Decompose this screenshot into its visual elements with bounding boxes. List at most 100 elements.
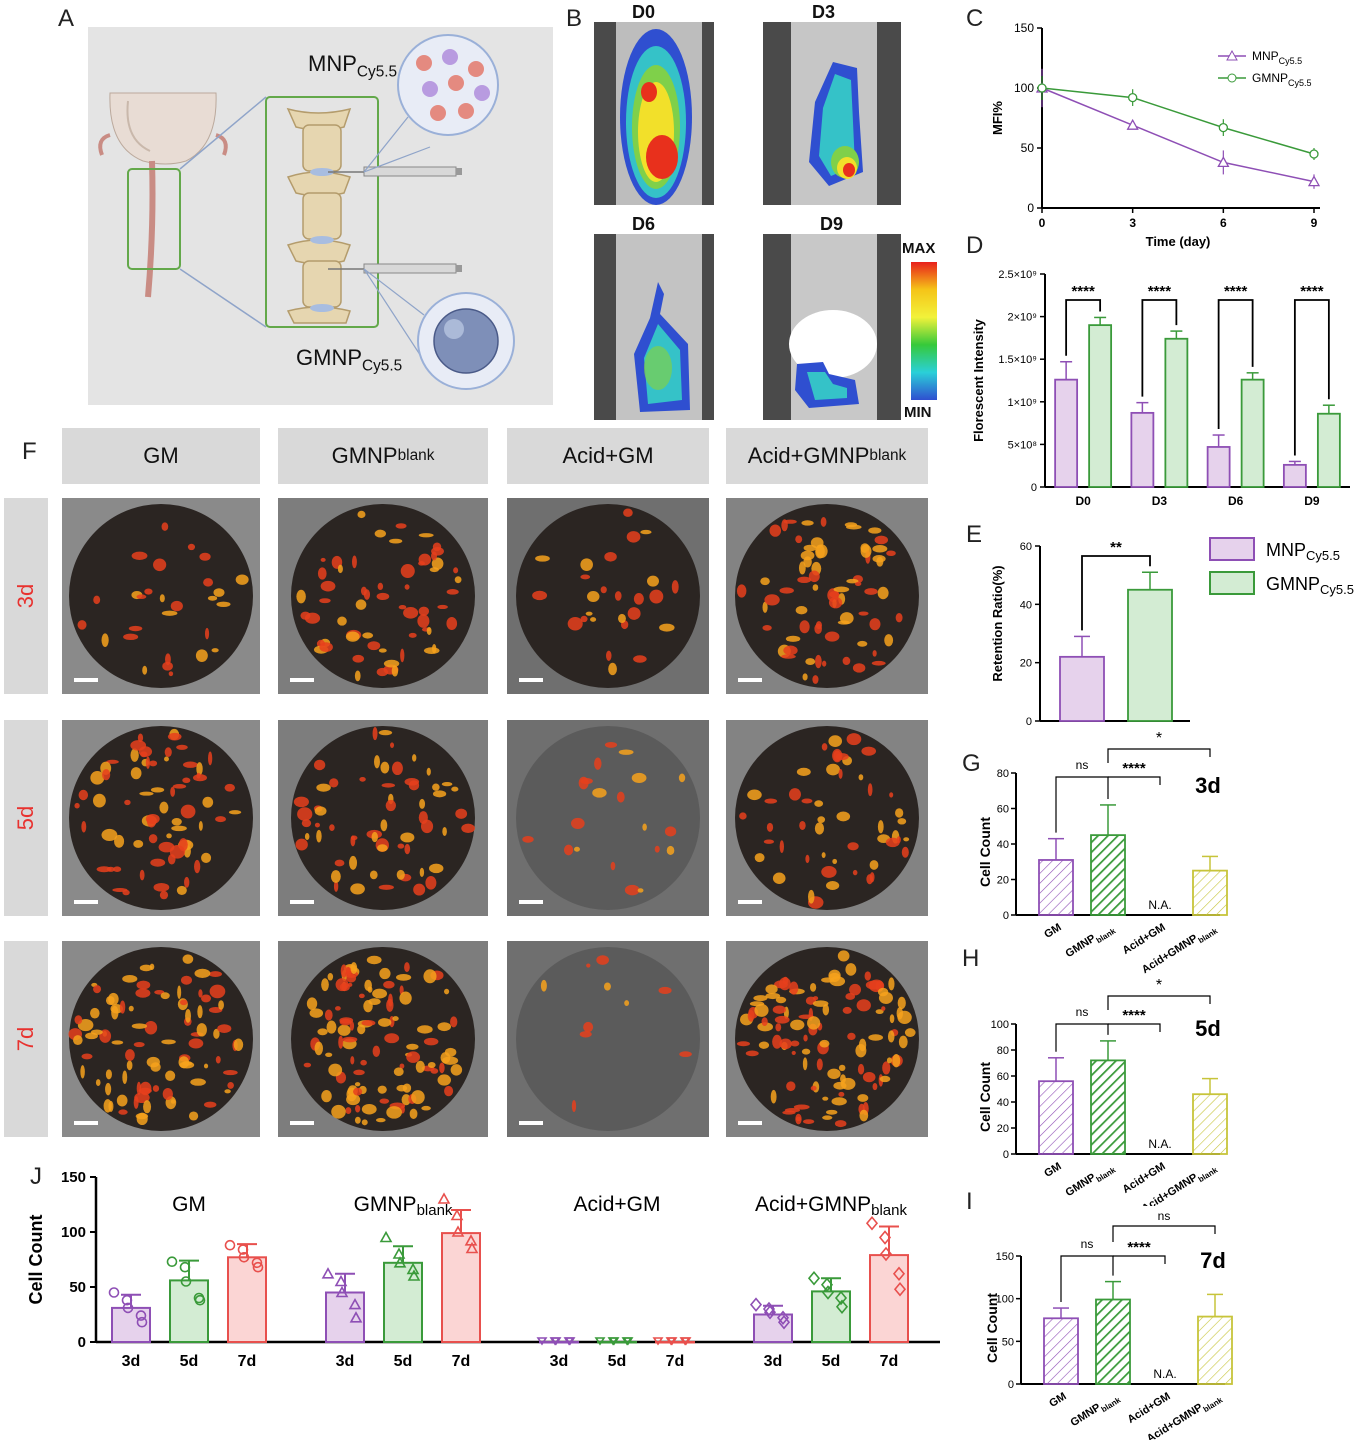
h-x-tick-label: Acid+GM — [1121, 1160, 1168, 1196]
panel-letter-j: J — [30, 1163, 42, 1190]
scale-bar — [74, 900, 98, 904]
ivis-tile-d0 — [594, 22, 714, 205]
mnp-particles-illustration — [416, 49, 490, 121]
h-na-label: N.A. — [1148, 1137, 1171, 1151]
schematic-mnp-label: MNPCy5.5 — [308, 51, 398, 81]
d-y-tick-label: 1×10⁹ — [1008, 397, 1038, 409]
j-bar-g1-d1 — [383, 1261, 423, 1343]
j-point — [334, 1274, 348, 1287]
rat-tail-illustration — [145, 160, 156, 298]
c-y-tick-label: 150 — [1014, 21, 1034, 35]
d-sig-label: **** — [1300, 283, 1324, 300]
c-series-line-0 — [1041, 87, 1315, 183]
schematic-panel: MNPCy5.5 GMNPCy5.5 — [88, 27, 553, 405]
c-legend-marker — [1226, 49, 1238, 61]
g-x-tick-label: GM — [1042, 921, 1063, 941]
i-y-tick-label: 150 — [996, 1251, 1014, 1263]
j-bar-g2-d0 — [539, 1341, 579, 1344]
micro-row-label-7d: 7d — [4, 941, 48, 1137]
e-y-tick-label: 40 — [1020, 599, 1032, 611]
d-bar-1 — [1088, 324, 1113, 488]
e-y-axis-label: Retention Ratio(%) — [990, 565, 1005, 681]
h-bar-0 — [1038, 1080, 1074, 1155]
j-group-title: GM — [172, 1193, 206, 1216]
h-day-label: 5d — [1195, 1016, 1221, 1041]
micro-col-header-gmnp-blank: GMNP blank — [278, 428, 488, 484]
d-y-tick-label: 2.5×10⁹ — [998, 269, 1037, 281]
j-point — [749, 1297, 763, 1312]
j-point — [564, 1337, 576, 1346]
chart-e-retention-bar: 0 20 40 60 Retention Ratio(%) ** MNPCy5.5 GMNPC… — [990, 537, 1354, 728]
j-point — [834, 1290, 848, 1306]
j-point — [536, 1337, 548, 1346]
i-bracket-stars — [1113, 1255, 1166, 1264]
c-legend-label: GMNPCy5.5 — [1252, 71, 1312, 88]
c-y-tick-label: 100 — [1014, 81, 1034, 95]
d-y-tick-label: 5×10⁸ — [1008, 439, 1037, 451]
h-bar-1 — [1090, 1059, 1126, 1155]
scale-bar — [74, 678, 98, 682]
panel-letter-b: B — [566, 5, 583, 32]
micro-image-5d-col2 — [278, 720, 488, 916]
i-x-tick-label: Acid+GM — [1126, 1390, 1173, 1426]
gmnp-sphere-illustration — [433, 308, 499, 374]
j-point — [594, 1337, 606, 1346]
j-point — [762, 1301, 776, 1317]
g-y-tick-label: 40 — [997, 839, 1009, 851]
i-bracket-top — [1112, 1225, 1216, 1242]
d-sig-label: **** — [1148, 283, 1172, 300]
j-point — [550, 1337, 562, 1346]
panel-letter-f: F — [22, 438, 37, 465]
d-x-tick-label: D3 — [1152, 494, 1168, 508]
ivis-label-d3: D3 — [812, 2, 836, 22]
h-bracket-top — [1107, 995, 1211, 1010]
micro-col-header-gm: GM — [62, 428, 260, 484]
j-point — [379, 1230, 393, 1243]
h-bracket-label: ns — [1076, 1005, 1089, 1019]
j-x-tick-label: 7d — [452, 1353, 471, 1370]
c-point — [1218, 122, 1228, 133]
j-point — [321, 1267, 335, 1279]
g-y-tick-label: 60 — [997, 804, 1009, 816]
j-point — [622, 1337, 634, 1346]
h-y-tick-label: 0 — [1003, 1149, 1009, 1161]
j-point — [450, 1208, 464, 1221]
j-point — [224, 1239, 236, 1251]
j-group-title: GMNPblank — [354, 1193, 453, 1219]
g-bracket-label: * — [1156, 730, 1162, 747]
j-x-tick-label: 3d — [122, 1353, 141, 1370]
rat-body-illustration — [109, 92, 217, 165]
c-x-axis-label: Time (day) — [1146, 234, 1211, 249]
schematic-gmnp-label: GMNPCy5.5 — [296, 345, 403, 375]
j-point — [166, 1256, 178, 1267]
j-point — [237, 1244, 249, 1255]
j-x-tick-label: 3d — [336, 1353, 355, 1370]
i-bracket-label: ns — [1081, 1237, 1094, 1251]
j-bar-g0-d1 — [169, 1279, 209, 1343]
d-sig-label: **** — [1224, 283, 1248, 300]
micro-image-7d-col2 — [278, 941, 488, 1137]
tail-selection-box — [127, 168, 181, 270]
c-legend-marker — [1227, 73, 1237, 83]
j-x-tick-label: 7d — [238, 1353, 257, 1370]
vertebrae-illustration — [286, 107, 352, 324]
d-x-tick-label: D0 — [1075, 494, 1091, 508]
ivis-label-d0: D0 — [632, 2, 656, 22]
j-point — [194, 1294, 206, 1306]
c-y-tick-label: 0 — [1027, 201, 1034, 215]
g-x-tick-label: Acid+GM — [1121, 921, 1168, 957]
j-point — [820, 1277, 834, 1293]
c-point — [1126, 118, 1139, 130]
scale-bar — [74, 1121, 98, 1125]
e-sig-bracket — [1081, 555, 1151, 631]
j-point — [893, 1281, 907, 1297]
j-x-tick-label: 5d — [180, 1353, 199, 1370]
scale-bar — [290, 678, 314, 682]
ivis-label-d6: D6 — [632, 214, 656, 234]
g-bar-1 — [1090, 834, 1126, 916]
i-day-label: 7d — [1200, 1248, 1226, 1273]
g-bar-3 — [1192, 869, 1228, 916]
micro-col-header-acid-gmnp-blank: Acid+GMNP blank — [726, 428, 928, 484]
d-bar-0 — [1206, 446, 1231, 488]
